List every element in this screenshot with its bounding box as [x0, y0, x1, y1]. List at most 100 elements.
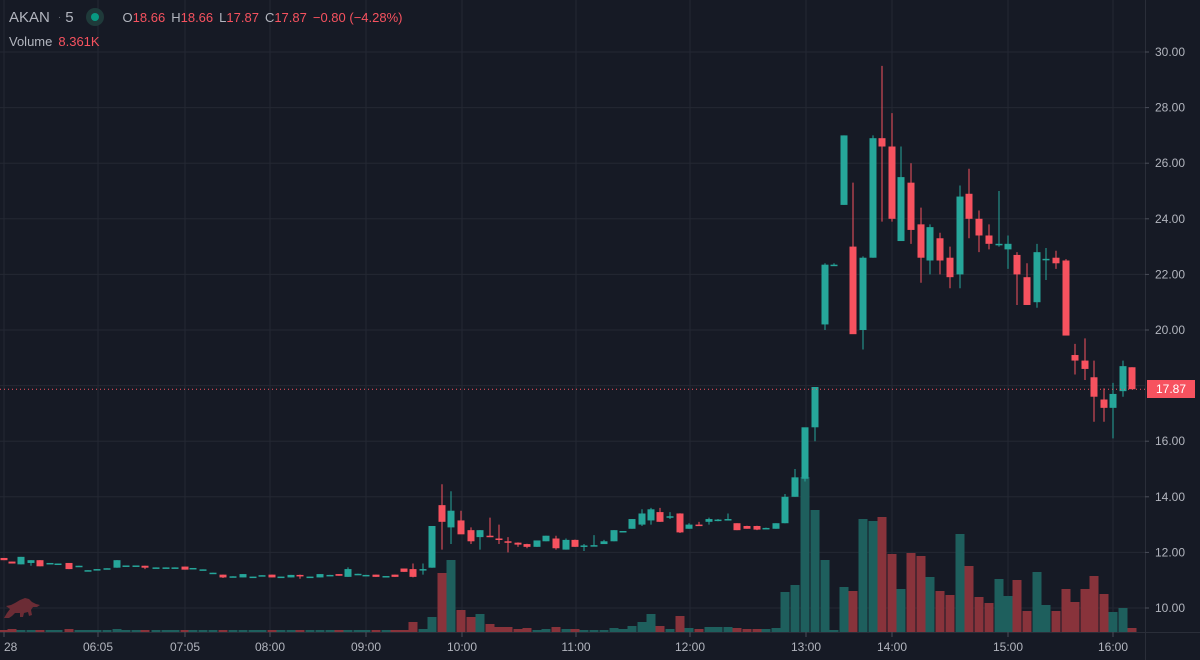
last-price-tag: 17.87 — [1147, 380, 1195, 398]
volume-bar — [723, 627, 733, 632]
volume-bar — [218, 630, 228, 632]
volume-bar — [267, 630, 277, 632]
candle-body — [733, 523, 741, 531]
candle-body — [249, 576, 257, 579]
volume-legend: Volume 8.361K — [9, 34, 100, 49]
volume-value: 8.361K — [58, 34, 100, 49]
volume-bar — [456, 610, 466, 632]
candle-body — [724, 519, 732, 521]
candle-body — [647, 509, 655, 521]
candle-body — [849, 246, 857, 335]
candle-body — [743, 525, 751, 529]
volume-bar — [466, 617, 476, 632]
price-axis-label: 28.00 — [1155, 101, 1185, 115]
candle-body — [821, 264, 829, 325]
candle-body — [344, 569, 352, 577]
volume-bar — [1127, 628, 1137, 632]
volume-bar — [655, 626, 665, 632]
volume-label[interactable]: Volume — [9, 34, 53, 49]
candle-body — [54, 563, 62, 566]
volume-bar — [45, 630, 55, 632]
candle-body — [801, 427, 809, 479]
price-axis-label: 26.00 — [1155, 156, 1185, 170]
volume-bar — [790, 585, 800, 632]
candle-body — [419, 569, 427, 571]
volume-bar — [646, 614, 656, 632]
candle-body — [965, 193, 973, 219]
volume-bar — [522, 628, 532, 632]
candle-body — [791, 477, 799, 497]
candle-body — [571, 539, 579, 547]
price-axis-label: 16.00 — [1155, 434, 1185, 448]
candle-body — [122, 565, 130, 567]
candle-body — [219, 574, 227, 578]
candle-body — [656, 512, 664, 522]
candle-body — [897, 177, 905, 242]
candle-body — [46, 562, 54, 565]
candle-body — [533, 540, 541, 547]
volume-bar — [994, 579, 1004, 632]
time-axis-label: 16:00 — [1098, 640, 1128, 654]
volume-bar — [810, 510, 820, 632]
volume-bar — [665, 629, 675, 632]
volume-bar — [286, 630, 296, 632]
symbol-name[interactable]: AKAN — [9, 8, 50, 26]
time-axis-label: 28 — [4, 640, 18, 654]
candle-body — [457, 520, 465, 535]
volume-bar — [848, 591, 858, 632]
volume-bar — [427, 617, 437, 632]
volume-bar — [858, 519, 868, 632]
volume-bar — [1003, 596, 1013, 632]
volume-bar — [7, 629, 17, 632]
volume-bar — [800, 477, 810, 632]
volume-bar — [551, 627, 561, 632]
volume-bar — [485, 624, 495, 632]
status-dot — [90, 13, 99, 21]
interval-label[interactable]: 5 — [65, 8, 74, 26]
candle-body — [27, 560, 35, 563]
volume-bar — [140, 630, 150, 632]
volume-bar — [248, 630, 258, 632]
candle-body — [995, 243, 1003, 246]
bull-logo-icon[interactable] — [2, 596, 42, 625]
candle-body — [438, 505, 446, 522]
volume-bar — [74, 630, 84, 632]
volume-bar — [361, 630, 371, 632]
candle-body — [1100, 399, 1108, 408]
candle-body — [514, 542, 522, 545]
candle-body — [326, 574, 334, 577]
candle-body — [705, 519, 713, 522]
candle-body — [382, 576, 390, 578]
candle-body — [638, 513, 646, 525]
volume-bar — [896, 589, 906, 632]
candle-body — [859, 257, 867, 330]
time-axis-label: 12:00 — [675, 640, 705, 654]
candle-body — [277, 576, 285, 579]
candle-body — [8, 561, 16, 564]
candle-body — [936, 238, 944, 261]
candle-body — [926, 227, 934, 261]
volume-bar — [532, 630, 542, 632]
candle-body — [486, 535, 494, 538]
volume-bar — [570, 629, 580, 632]
volume-bar — [771, 628, 781, 632]
candle-body — [1062, 260, 1070, 336]
volume-bar — [675, 616, 685, 632]
candle-body — [162, 567, 170, 569]
candle-body — [268, 574, 276, 578]
candle-body — [132, 565, 140, 567]
volume-bar — [589, 630, 599, 632]
volume-bar — [257, 630, 267, 632]
candle-body — [946, 257, 954, 278]
volume-bar — [839, 587, 849, 632]
time-axis-label: 07:05 — [170, 640, 200, 654]
volume-bar — [694, 629, 704, 632]
candle-body — [1042, 258, 1050, 261]
volume-bar — [877, 517, 887, 632]
volume-bar — [503, 627, 513, 632]
market-status-icon[interactable] — [85, 8, 104, 26]
volume-bar — [1012, 580, 1022, 632]
price-axis-label: 10.00 — [1155, 601, 1185, 615]
volume-bar — [579, 630, 589, 632]
